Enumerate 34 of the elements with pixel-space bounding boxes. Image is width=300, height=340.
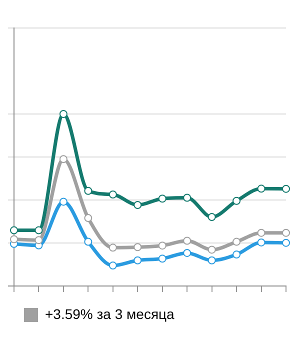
- point: [232, 250, 241, 259]
- point: [84, 214, 92, 222]
- point: [158, 242, 166, 250]
- point: [183, 194, 192, 202]
- point: [134, 243, 142, 252]
- point: [158, 194, 166, 203]
- point: [59, 198, 68, 206]
- point: [208, 213, 216, 222]
- point: [108, 190, 117, 198]
- point: [59, 155, 68, 164]
- point: [282, 228, 290, 237]
- point: [232, 238, 241, 246]
- point: [108, 244, 117, 252]
- point: [282, 238, 290, 247]
- point: [34, 226, 43, 234]
- point: [183, 248, 192, 257]
- point: [34, 236, 43, 244]
- point: [108, 262, 117, 270]
- point: [84, 186, 92, 195]
- point: [257, 238, 266, 246]
- point: [158, 254, 166, 263]
- point: [183, 236, 192, 245]
- point: [257, 228, 266, 237]
- point: [134, 200, 142, 209]
- point: [59, 110, 68, 118]
- point: [10, 226, 18, 234]
- point: [208, 256, 216, 264]
- point: [232, 196, 241, 205]
- point: [257, 184, 266, 193]
- point: [208, 246, 216, 254]
- point: [134, 256, 142, 264]
- legend-label: +3.59% за 3 месяца: [45, 306, 175, 322]
- point: [282, 184, 290, 193]
- point: [84, 238, 92, 246]
